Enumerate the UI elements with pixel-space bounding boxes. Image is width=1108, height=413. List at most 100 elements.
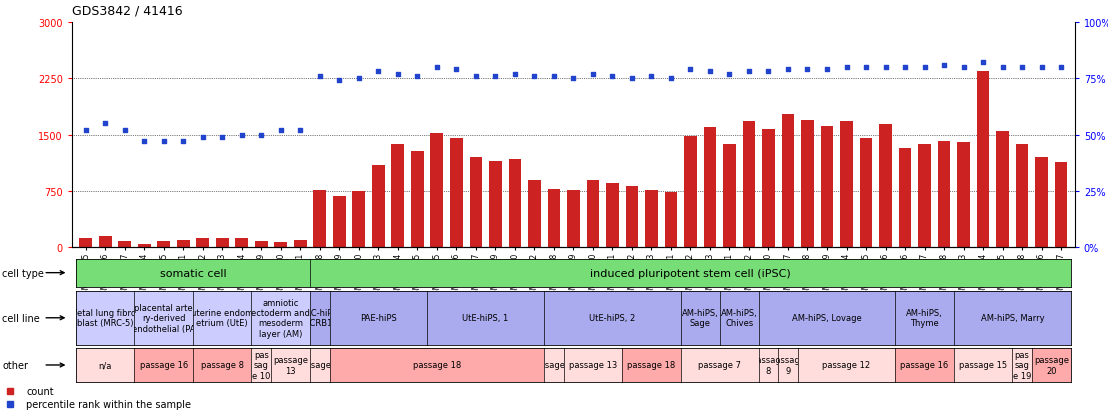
Bar	[275, 242, 287, 248]
Point	[701, 69, 719, 76]
Bar	[742, 122, 756, 248]
Text: GDS3842 / 41416: GDS3842 / 41416	[72, 5, 183, 18]
Text: passage
9: passage 9	[770, 356, 806, 375]
Bar	[1055, 162, 1067, 248]
Bar	[977, 71, 989, 248]
Text: passage 15: passage 15	[960, 361, 1007, 370]
Bar	[899, 149, 912, 248]
Point	[955, 64, 973, 71]
Text: passage 16: passage 16	[901, 361, 948, 370]
Bar	[684, 137, 697, 248]
Text: fetal lung fibro
blast (MRC-5): fetal lung fibro blast (MRC-5)	[74, 309, 136, 328]
Bar	[801, 120, 814, 248]
Bar	[411, 152, 423, 248]
Point	[740, 69, 758, 76]
Bar	[470, 158, 482, 248]
Bar	[957, 143, 970, 248]
Bar	[332, 197, 346, 248]
Point	[409, 74, 427, 80]
Point	[799, 66, 817, 73]
Point	[311, 74, 329, 80]
Point	[448, 66, 465, 73]
Bar	[626, 186, 638, 248]
Text: induced pluripotent stem cell (iPSC): induced pluripotent stem cell (iPSC)	[591, 268, 791, 278]
Bar	[529, 180, 541, 248]
Bar	[137, 244, 151, 248]
Bar	[119, 242, 131, 248]
Text: passage 22: passage 22	[296, 361, 343, 370]
Text: somatic cell: somatic cell	[160, 268, 226, 278]
Text: UtE-hiPS, 2: UtE-hiPS, 2	[589, 313, 636, 323]
Bar	[547, 189, 561, 248]
Text: cell type: cell type	[2, 268, 44, 278]
Bar	[724, 144, 736, 248]
Bar	[314, 191, 326, 248]
Text: UtE-hiPS, 1: UtE-hiPS, 1	[462, 313, 509, 323]
Text: passage 13: passage 13	[568, 361, 617, 370]
Point	[681, 66, 699, 73]
Bar	[821, 126, 833, 248]
Text: passage 12: passage 12	[822, 361, 871, 370]
Point	[643, 74, 660, 80]
Bar	[255, 242, 268, 248]
Bar	[919, 144, 931, 248]
Point	[545, 74, 563, 80]
Text: amniotic
ectoderm and
mesoderm
layer (AM): amniotic ectoderm and mesoderm layer (AM…	[252, 298, 310, 338]
Point	[389, 71, 407, 78]
Text: passage
20: passage 20	[1034, 356, 1069, 375]
Bar	[762, 129, 774, 248]
Point	[935, 62, 953, 69]
Point	[116, 128, 134, 134]
Text: uterine endom
etrium (UtE): uterine endom etrium (UtE)	[191, 309, 254, 328]
Point	[135, 139, 153, 145]
Point	[155, 139, 173, 145]
Point	[1013, 64, 1030, 71]
Point	[858, 64, 875, 71]
Bar	[840, 122, 853, 248]
Text: AM-hiPS,
Thyme: AM-hiPS, Thyme	[906, 309, 943, 328]
Point	[818, 66, 835, 73]
Point	[779, 66, 797, 73]
Bar	[216, 238, 228, 248]
Text: count: count	[27, 386, 54, 396]
Text: passage 16: passage 16	[140, 361, 188, 370]
Point	[994, 64, 1012, 71]
Text: passage 18: passage 18	[412, 361, 461, 370]
Point	[1033, 64, 1050, 71]
Text: passage 8: passage 8	[201, 361, 244, 370]
Bar	[606, 184, 618, 248]
Text: AM-hiPS,
Sage: AM-hiPS, Sage	[681, 309, 719, 328]
Point	[604, 74, 622, 80]
Point	[720, 71, 738, 78]
Bar	[665, 192, 677, 248]
Point	[428, 64, 445, 71]
Bar	[489, 161, 502, 248]
Bar	[352, 192, 366, 248]
Point	[76, 128, 94, 134]
Text: cell line: cell line	[2, 313, 40, 323]
Point	[369, 69, 387, 76]
Bar	[177, 240, 189, 248]
Bar	[509, 160, 521, 248]
Text: pas
sag
e 19: pas sag e 19	[1013, 350, 1032, 380]
Bar	[567, 191, 579, 248]
Text: MRC-hiPS,
Tic(JCRB1331: MRC-hiPS, Tic(JCRB1331	[291, 309, 348, 328]
Text: AM-hiPS,
Chives: AM-hiPS, Chives	[721, 309, 758, 328]
Bar	[1016, 144, 1028, 248]
Point	[486, 74, 504, 80]
Point	[663, 76, 680, 82]
Bar	[860, 139, 872, 248]
Point	[214, 134, 232, 141]
Point	[760, 69, 778, 76]
Point	[194, 134, 212, 141]
Bar	[1035, 158, 1048, 248]
Point	[896, 64, 914, 71]
Bar	[157, 242, 170, 248]
Text: passage 7: passage 7	[698, 361, 741, 370]
Point	[96, 121, 114, 127]
Point	[525, 74, 543, 80]
Bar	[196, 239, 209, 248]
Point	[974, 60, 992, 66]
Text: other: other	[2, 360, 28, 370]
Bar	[294, 240, 307, 248]
